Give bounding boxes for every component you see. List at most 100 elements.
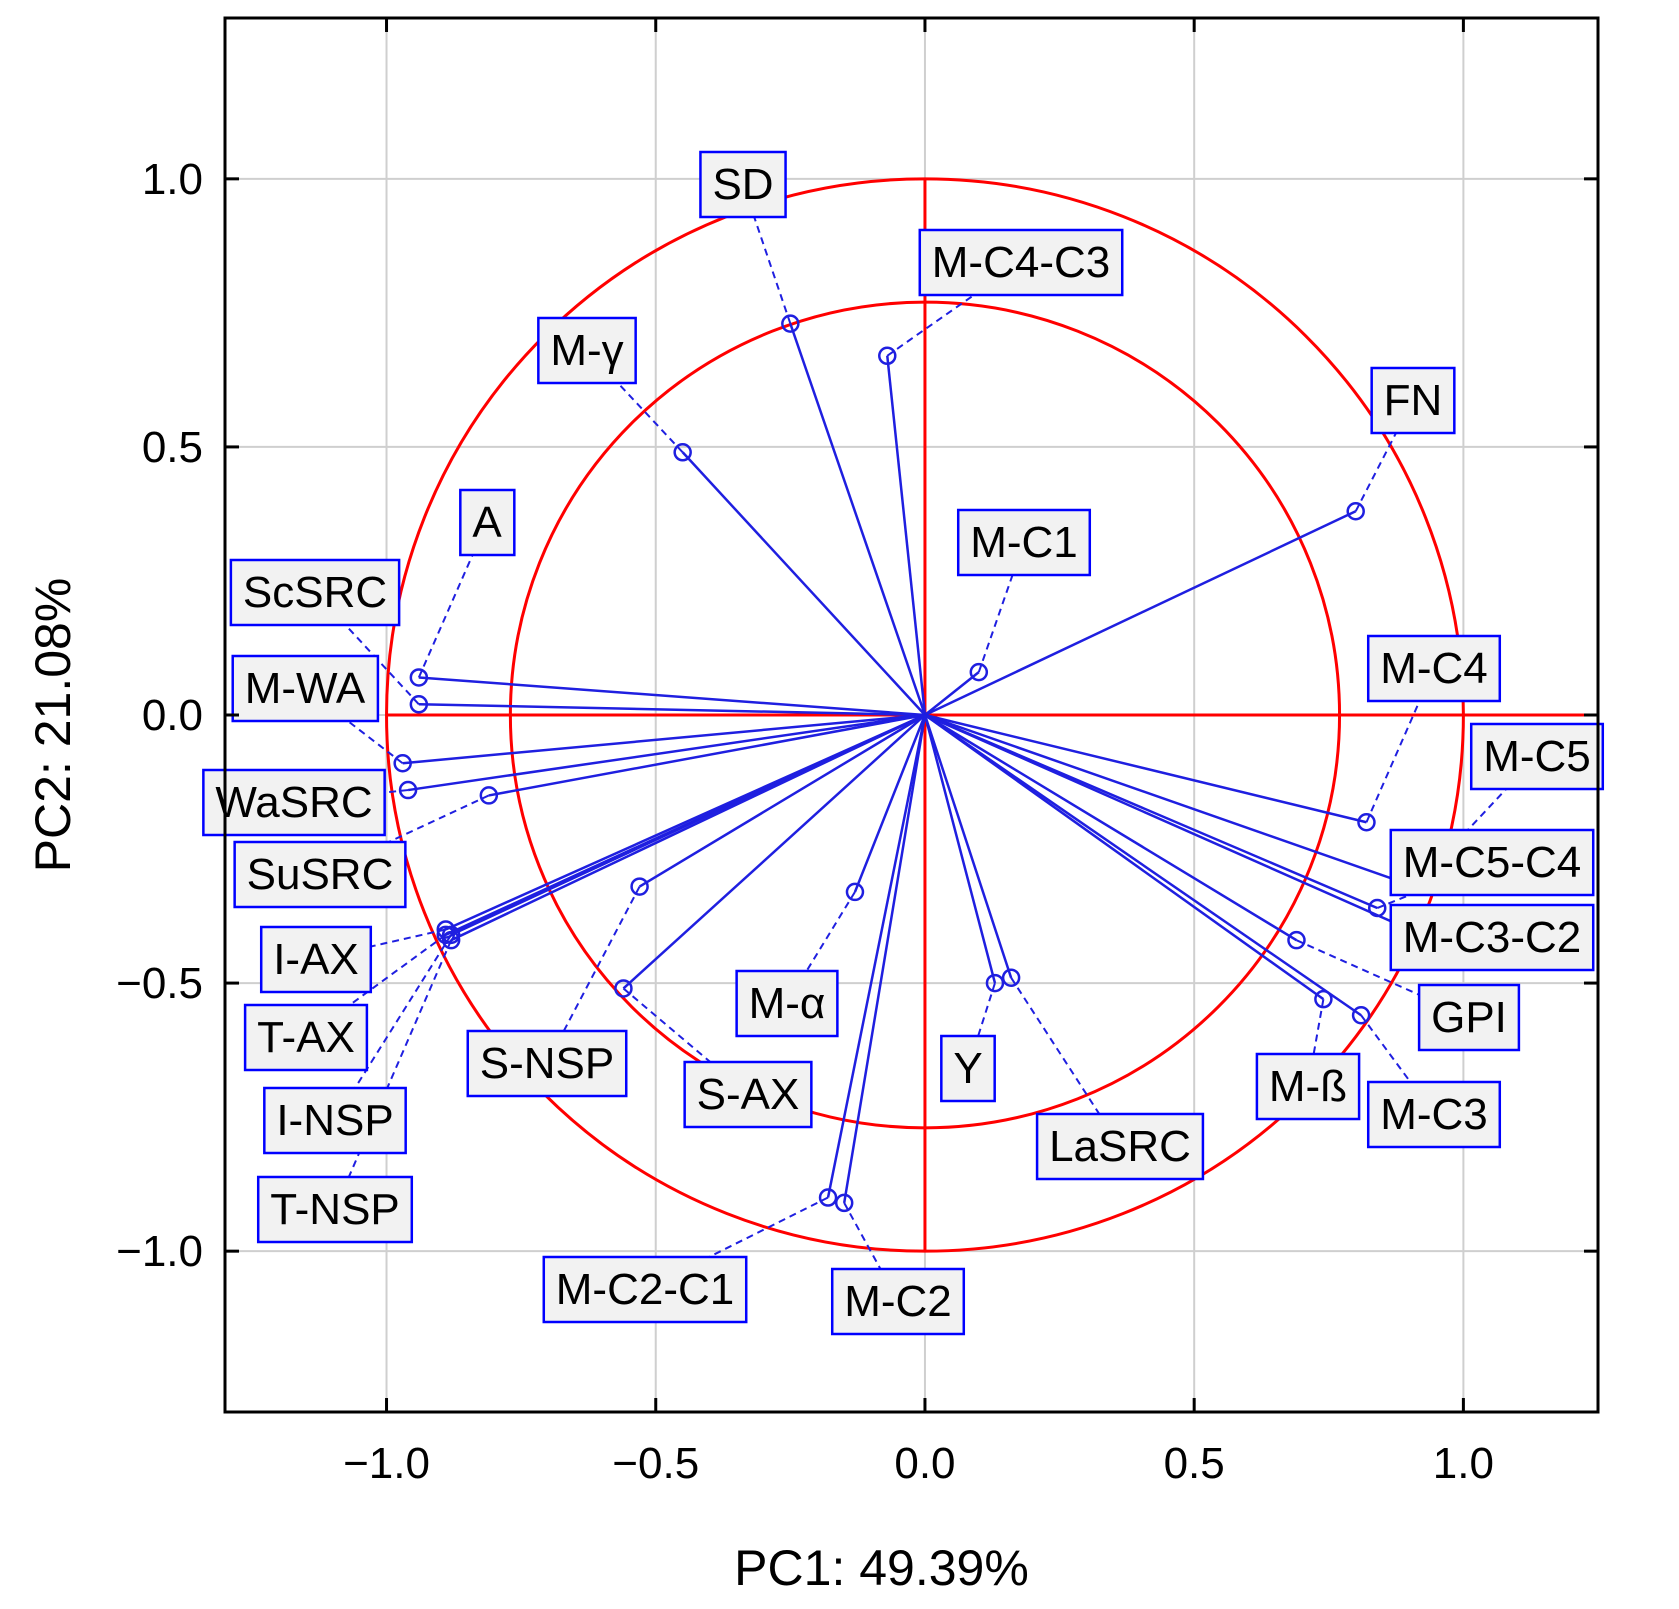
point-a (409, 668, 429, 687)
label-text-susrc: SuSRC (247, 850, 394, 899)
label-text-gpi: GPI (1431, 993, 1507, 1042)
label-m-c4-c3: M-C4-C3 (918, 228, 1124, 297)
point-wasrc (398, 780, 418, 800)
label-text-t-ax: T-AX (257, 1013, 355, 1062)
point-i-nsp (441, 925, 461, 945)
correlation-circles (385, 177, 1598, 1253)
x-tick-label: −0.5 (612, 1439, 699, 1488)
point-m-c4 (1357, 812, 1376, 832)
x-tick-label: 1.0 (1433, 1439, 1494, 1488)
label-box-m-c2 (830, 1267, 966, 1336)
vector-a (418, 676, 926, 717)
vector-m-c4-c3 (886, 355, 927, 716)
label-box-sd (699, 150, 787, 219)
leader-scsrc (314, 591, 420, 705)
label-box-t-nsp (256, 1175, 414, 1244)
vector-m-c2-c1 (826, 714, 927, 1198)
point-fn (1346, 502, 1365, 521)
label-box-lasrc (1035, 1112, 1205, 1181)
label-y: Y (940, 1034, 996, 1103)
label-text-m-c5: M-C5 (1483, 732, 1591, 781)
label-box-m-beta (1255, 1052, 1361, 1121)
label-text-m-c3-c2: M-C3-C2 (1403, 913, 1581, 962)
variable-labels: SD M-C4-C3 M-γ FN A ScSRC M-C1 M-WA WaSRC SuSRC M-… (202, 150, 1605, 1336)
label-box-m-alpha (735, 969, 839, 1038)
vector-m-gamma (681, 451, 926, 716)
label-scsrc: ScSRC (229, 558, 401, 627)
point-t-nsp (441, 930, 461, 950)
label-text-m-alpha: M-α (749, 979, 826, 1028)
y-axis-title: PC2: 21.08% (25, 578, 81, 873)
label-box-m-c3-c2 (1389, 903, 1595, 972)
label-box-fn (1370, 366, 1456, 435)
point-lasrc (1001, 968, 1021, 987)
label-box-s-nsp (466, 1029, 628, 1098)
vector-susrc (488, 713, 926, 797)
vector-m-c1 (924, 671, 980, 716)
label-box-m-wa (231, 654, 380, 723)
y-tick-label: 0.0 (142, 691, 203, 740)
label-text-t-nsp: T-NSP (270, 1185, 400, 1234)
leader-fn (1354, 399, 1414, 512)
leader-a (417, 521, 488, 678)
label-box-a (459, 488, 516, 557)
y-tick-label: 0.5 (142, 423, 203, 472)
label-m-beta: M-ß (1255, 1052, 1361, 1121)
label-box-m-c4-c3 (918, 228, 1124, 297)
point-susrc (479, 786, 499, 805)
label-box-scsrc (229, 558, 401, 627)
label-text-s-ax: S-AX (697, 1070, 800, 1119)
label-m-wa: M-WA (231, 654, 380, 723)
label-box-m-c2-c1 (542, 1255, 748, 1324)
vector-m-beta (924, 713, 1325, 1001)
label-text-m-c2-c1: M-C2-C1 (556, 1265, 734, 1314)
label-text-fn: FN (1384, 376, 1443, 425)
label-box-gpi (1417, 983, 1521, 1052)
vector-m-alpha (853, 714, 927, 893)
label-sd: SD (699, 150, 787, 219)
label-text-m-c5-c4: M-C5-C4 (1403, 838, 1581, 887)
label-wasrc: WaSRC (202, 768, 386, 837)
point-m-c2-c1 (818, 1188, 838, 1207)
vector-m-wa (402, 713, 926, 765)
label-m-alpha: M-α (735, 969, 839, 1038)
vector-sd (789, 323, 927, 716)
label-lasrc: LaSRC (1035, 1112, 1205, 1181)
vector-gpi (924, 713, 1298, 942)
label-text-sd: SD (712, 160, 773, 209)
vector-m-c3-c2 (924, 713, 1411, 931)
label-s-ax: S-AX (683, 1060, 813, 1129)
label-box-m-c3 (1366, 1080, 1502, 1149)
label-t-ax: T-AX (243, 1003, 369, 1072)
point-y (985, 973, 1005, 993)
point-s-ax (614, 979, 633, 998)
x-tick-label: −1.0 (343, 1439, 430, 1488)
label-s-nsp: S-NSP (466, 1029, 628, 1098)
label-text-a: A (472, 498, 502, 547)
label-box-m-gamma (537, 316, 637, 385)
label-box-m-c5-c4 (1389, 828, 1595, 897)
label-text-i-nsp: I-NSP (276, 1096, 393, 1145)
label-m-c5: M-C5 (1469, 722, 1605, 791)
label-leader-lines (293, 183, 1538, 1302)
label-text-scsrc: ScSRC (243, 568, 387, 617)
label-i-ax: I-AX (259, 925, 373, 994)
label-box-s-ax (683, 1060, 813, 1129)
vector-m-c5 (924, 713, 1416, 888)
label-m-c2: M-C2 (830, 1267, 966, 1336)
point-m-c2 (834, 1193, 854, 1213)
label-text-m-c4: M-C4 (1380, 644, 1488, 693)
vector-fn (924, 510, 1357, 717)
label-m-c4: M-C4 (1366, 634, 1502, 703)
vector-m-c2 (842, 714, 927, 1204)
point-i-ax (436, 920, 456, 939)
label-m-c3: M-C3 (1366, 1080, 1502, 1149)
point-m-wa (393, 754, 412, 773)
point-m-c3 (1351, 1005, 1371, 1025)
point-m-c1 (969, 662, 989, 682)
label-text-y: Y (953, 1044, 982, 1093)
vector-lasrc (923, 714, 1013, 979)
leader-lasrc (1010, 977, 1121, 1147)
x-axis-title: PC1: 49.39% (734, 1540, 1029, 1596)
